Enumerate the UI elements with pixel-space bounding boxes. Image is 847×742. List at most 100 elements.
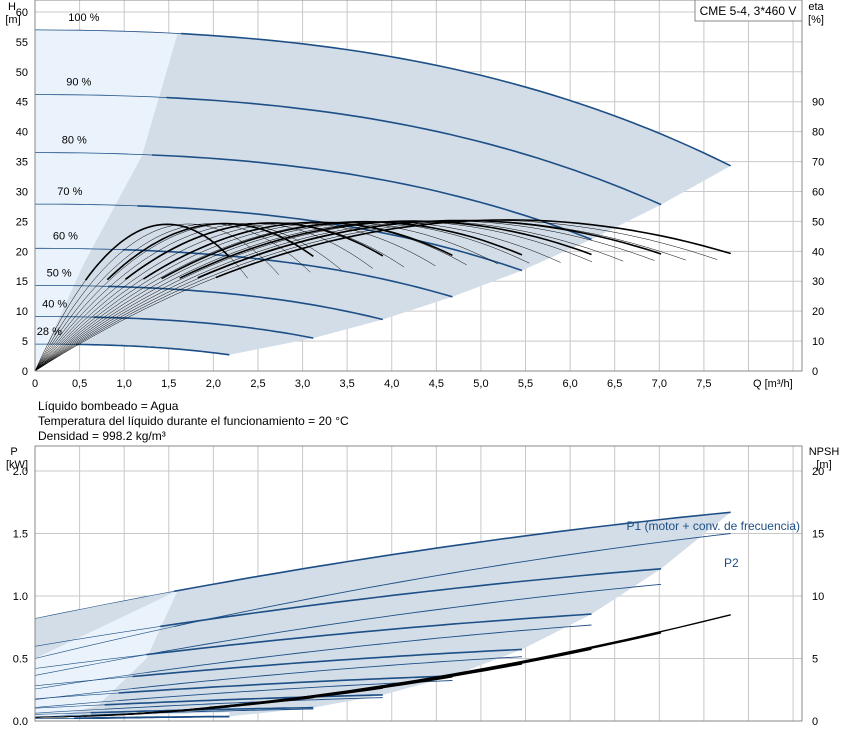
- q-tick-label: 4,5: [429, 378, 444, 390]
- npsh-tick-label: 20: [812, 466, 824, 478]
- eta-curve-thin: [34, 223, 311, 372]
- h-tick-label: 40: [16, 127, 28, 139]
- speed-label: 28 %: [37, 326, 62, 338]
- model-label-box: [694, 0, 803, 22]
- h-tick-label: 50: [16, 67, 28, 79]
- q-tick-label: 5,5: [518, 378, 533, 390]
- qh-curve: [75, 343, 230, 356]
- fluid-info-line: Temperatura del líquido durante el funci…: [38, 414, 349, 428]
- eta-curve-thin: [34, 221, 530, 372]
- power-plot: 0.0 0.5 1.0 1.5 2.0 0 5 10 15 20 P [kW] NPSH [m]…: [6, 445, 840, 728]
- efficiency-curves: [34, 219, 731, 372]
- power-curve-thin: [34, 704, 105, 709]
- power-curve: [132, 656, 523, 690]
- p-tick-label: 0.5: [13, 654, 28, 666]
- qh-curve: [93, 316, 314, 339]
- q-tick-label: 2,5: [250, 378, 265, 390]
- qh-curve: [181, 32, 732, 167]
- power-curve-thin: [34, 712, 91, 715]
- eta-tick-label: 80: [812, 127, 824, 139]
- power-curve-thin: [34, 651, 161, 676]
- q-tick-label: 4,0: [384, 378, 399, 390]
- q-tick-label: 5,0: [473, 378, 488, 390]
- power-curve-thin: [34, 591, 175, 619]
- npsh-curve-thin: [34, 716, 84, 718]
- speed-label: 90 %: [66, 77, 91, 89]
- q-axis-label: Q [m³/h]: [753, 378, 793, 390]
- p-axis-symbol: P: [10, 446, 17, 458]
- npsh-curves: [34, 614, 731, 718]
- eta-curve-thin: [34, 220, 655, 372]
- npsh-axis-symbol: NPSH: [809, 446, 840, 458]
- p-tick-label: 1.0: [13, 591, 28, 603]
- h-tick-label: 30: [16, 186, 28, 198]
- eta-curve-thin: [34, 222, 373, 372]
- power-curve: [73, 716, 230, 719]
- speed-labels: 100 % 90 % 80 % 70 % 60 % 50 % 40 % 28 %: [37, 12, 100, 338]
- power-curve-thin: [34, 676, 133, 687]
- npsh-axis-ticks: 0 5 10 15 20: [812, 466, 824, 728]
- q-tick-label: 7,0: [652, 378, 667, 390]
- qh-curve: [166, 96, 662, 206]
- npsh-tick-label: 10: [812, 591, 824, 603]
- power-curve-thin: [34, 626, 161, 647]
- eta-axis-ticks: 0 10 20 30 40 50 60 70 80 90: [812, 97, 824, 378]
- eta-tick-label: 60: [812, 186, 824, 198]
- power-curve: [118, 675, 453, 694]
- h-tick-label: 35: [16, 157, 28, 169]
- q-tick-label: 6,0: [562, 378, 577, 390]
- power-curve: [146, 613, 592, 656]
- qh-curve-thin: [35, 285, 109, 287]
- speed-label: 100 %: [68, 12, 99, 24]
- eta-tick-label: 10: [812, 336, 824, 348]
- power-curve: [160, 568, 662, 628]
- q-axis-ticks: 0 0,5 1,0 1,5 2,0 2,5 3,0 3,5 4,0 4,5 5,0 5,5 6,0 6,5…: [32, 378, 712, 390]
- power-curve: [146, 624, 592, 674]
- speed-label: 40 %: [42, 299, 67, 311]
- h-tick-label: 25: [16, 216, 28, 228]
- eta-tick-label: 50: [812, 216, 824, 228]
- power-curve-thin: [34, 708, 105, 714]
- eta-curve: [124, 222, 384, 281]
- power-low-flow-area: [35, 590, 178, 719]
- power-curves: [34, 511, 731, 719]
- power-curve: [104, 694, 383, 706]
- h-axis-ticks: 0 5 10 15 20 25 30 35 40 45 50 55 60: [16, 7, 28, 378]
- power-curve: [160, 583, 662, 653]
- eta-tick-label: 40: [812, 246, 824, 258]
- p1-legend: P1 (motor + conv. de frecuencia): [626, 519, 800, 533]
- eta-curve: [106, 222, 314, 281]
- h-tick-label: 20: [16, 246, 28, 258]
- speed-label: 60 %: [53, 230, 78, 242]
- npsh-axis-unit: [m]: [816, 459, 831, 471]
- h-tick-label: 60: [16, 7, 28, 19]
- speed-label: 70 %: [57, 186, 82, 198]
- eta-curve-thin: [34, 221, 593, 372]
- npsh-tick-label: 0: [812, 716, 818, 728]
- power-curve-thin: [34, 692, 119, 700]
- p-tick-label: 2.0: [13, 466, 28, 478]
- q-tick-label: 1,0: [117, 378, 132, 390]
- npsh-curve: [83, 706, 230, 717]
- qh-curve: [122, 248, 453, 298]
- speed-label: 50 %: [47, 267, 72, 279]
- power-envelope: [35, 512, 731, 719]
- q-tick-label: 3,5: [340, 378, 355, 390]
- eta-axis-symbol: eta: [808, 1, 824, 13]
- h-tick-label: 55: [16, 37, 28, 49]
- qh-curve-thin: [35, 247, 123, 251]
- qh-curve: [151, 154, 592, 241]
- p-tick-label: 1.5: [13, 529, 28, 541]
- speed-label: 80 %: [62, 135, 87, 147]
- eta-curve-thin: [34, 221, 561, 372]
- power-curve-thin: [34, 700, 119, 708]
- q-tick-label: 6,5: [607, 378, 622, 390]
- h-tick-label: 45: [16, 97, 28, 109]
- q-tick-label: 1,5: [161, 378, 176, 390]
- qh-curve-thin: [34, 94, 167, 98]
- eta-curve-thin: [34, 222, 436, 372]
- eta-tick-label: 90: [812, 97, 824, 109]
- eta-tick-label: 0: [812, 366, 818, 378]
- power-plot-frame: [34, 445, 803, 722]
